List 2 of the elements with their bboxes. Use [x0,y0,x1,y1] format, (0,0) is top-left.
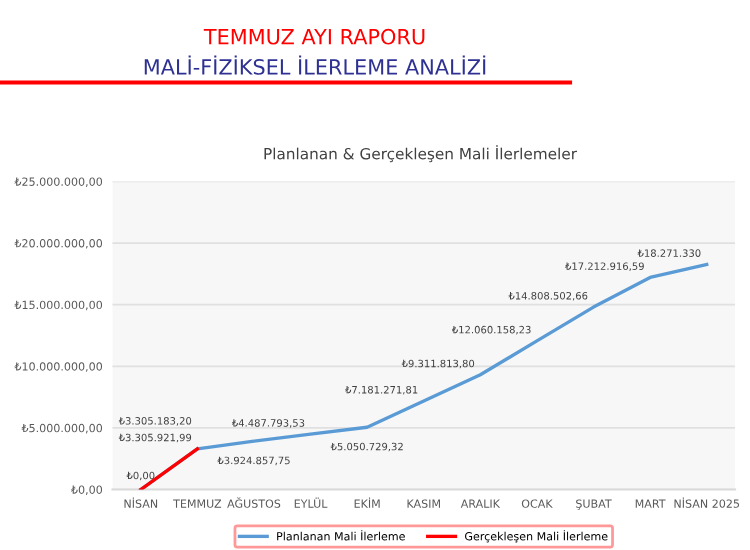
text: TEMMUZ AYI RAPORU [203,28,425,45]
text: MALİ-FİZİKSEL İLERLEME ANALİZİ [144,55,486,75]
